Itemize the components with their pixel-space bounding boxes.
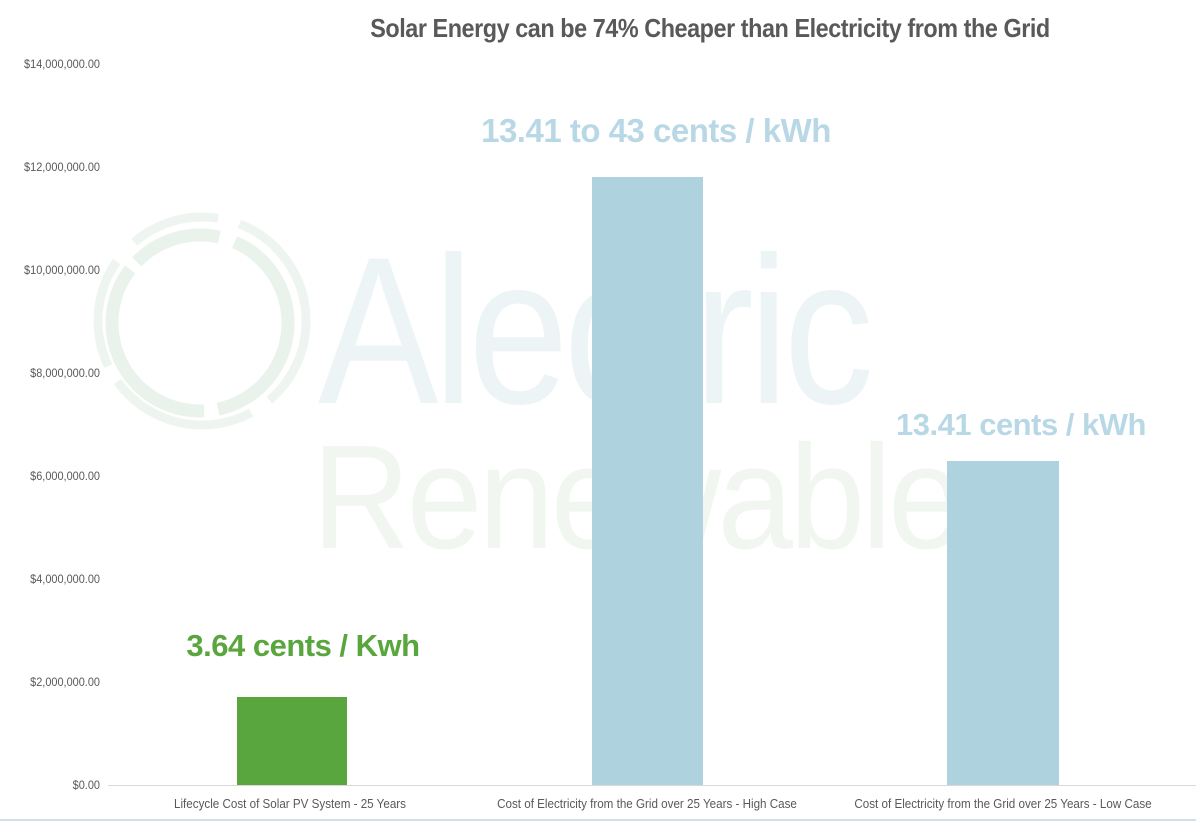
y-tick-label: $2,000,000.00: [30, 677, 100, 689]
y-tick-label: $4,000,000.00: [30, 574, 100, 586]
bar-grid-low-case: [947, 461, 1059, 785]
x-axis-label-solar: Lifecycle Cost of Solar PV System - 25 Y…: [174, 797, 406, 811]
y-tick-label: $6,000,000.00: [30, 471, 100, 483]
bottom-border-line: [0, 819, 1196, 821]
annotation-grid-low-cost: 13.41 cents / kWh: [896, 407, 1146, 442]
chart-title: Solar Energy can be 74% Cheaper than Ele…: [370, 13, 1050, 43]
bar-solar-lifecycle-cost: [237, 697, 347, 785]
y-tick-label: $10,000,000.00: [24, 265, 100, 277]
y-tick-label: $12,000,000.00: [24, 162, 100, 174]
x-axis-label-grid-low: Cost of Electricity from the Grid over 2…: [854, 797, 1152, 811]
watermark-circle-logo: [93, 212, 311, 430]
y-tick-label: $0.00: [72, 780, 100, 792]
annotation-solar-cost: 3.64 cents / Kwh: [186, 628, 420, 663]
y-tick-label: $8,000,000.00: [30, 368, 100, 380]
annotation-grid-high-cost: 13.41 to 43 cents / kWh: [481, 112, 831, 149]
x-axis-label-grid-high: Cost of Electricity from the Grid over 2…: [497, 797, 797, 811]
y-tick-label: $14,000,000.00: [24, 59, 100, 71]
x-axis-line: [108, 785, 1196, 786]
bar-grid-high-case: [592, 177, 703, 785]
